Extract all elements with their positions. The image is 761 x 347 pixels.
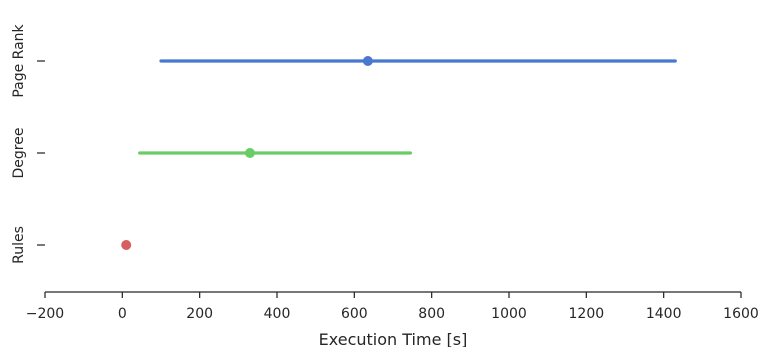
x-tick-label: −200 (26, 306, 64, 322)
chart-marks (121, 56, 677, 250)
x-tick-label: 400 (264, 306, 291, 322)
x-tick-label: 1600 (723, 306, 759, 322)
y-axis: Page Rank Degree Rules (11, 23, 45, 264)
y-category-label: Degree (11, 128, 27, 179)
x-tick-label: 1200 (569, 306, 605, 322)
x-tick-label: 200 (186, 306, 213, 322)
y-category-label: Rules (11, 226, 27, 264)
x-tick-label: 600 (341, 306, 368, 322)
x-tick-label: 0 (118, 306, 127, 322)
point-degree (244, 148, 255, 158)
y-category-label: Page Rank (11, 23, 27, 97)
point-rules (121, 240, 132, 250)
x-axis-title: Execution Time [s] (319, 330, 468, 347)
x-tick-label: 800 (418, 306, 445, 322)
x-tick-label: 1400 (646, 306, 682, 322)
x-axis: −200 0 200 400 600 800 1000 1200 1400 1600 (26, 291, 759, 322)
point-page-rank (362, 56, 373, 66)
x-tick-label: 1000 (491, 306, 527, 322)
